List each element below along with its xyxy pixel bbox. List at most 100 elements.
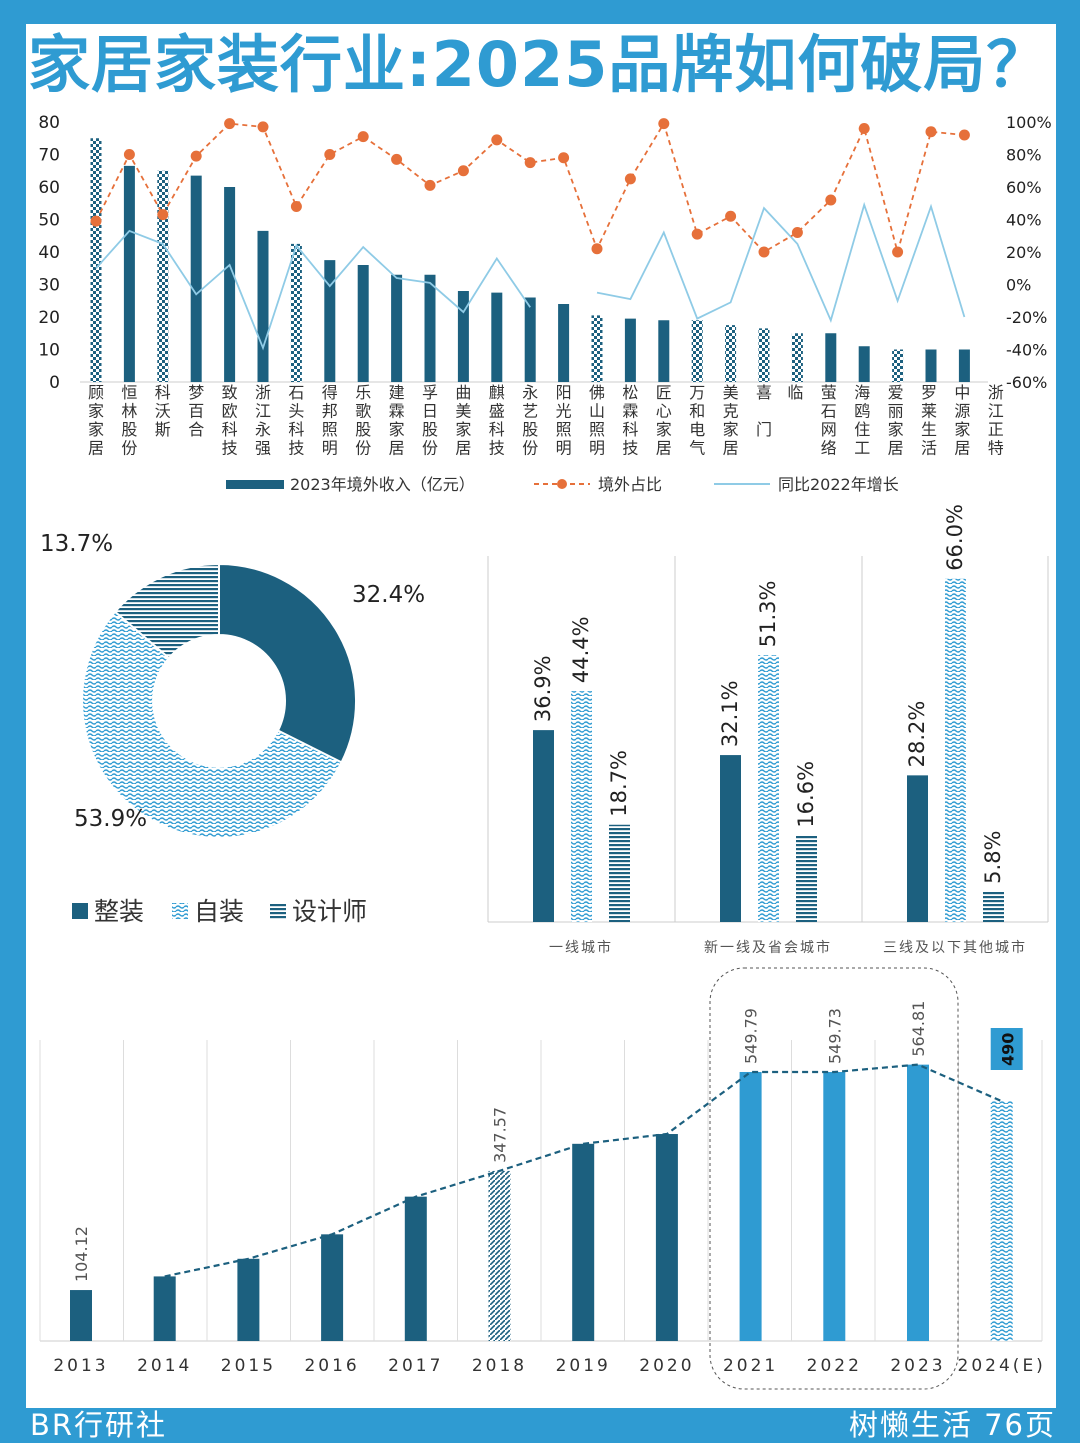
footer-left-brand: BR行研社 [30, 1408, 168, 1442]
share-point [224, 118, 236, 130]
revenue-bar [324, 260, 336, 382]
revenue-bar [558, 304, 570, 382]
revenue-bar [391, 274, 403, 382]
category-label: 曲美家居 [455, 383, 471, 458]
share-point [391, 153, 403, 165]
revenue-bar [892, 349, 904, 382]
legend-growth-label: 同比2022年增长 [778, 475, 899, 494]
share-point [524, 157, 536, 169]
category-label: 阳光照明 [556, 383, 572, 458]
revenue-bar [725, 325, 737, 382]
category-label: 海鸥住工 [854, 383, 870, 458]
revenue-bar [925, 349, 937, 382]
share-point [424, 179, 436, 191]
category-label: 爱丽家居 [888, 383, 904, 458]
share-point [324, 149, 336, 160]
growth-line [95, 201, 966, 351]
category-label: 顾家家居 [88, 383, 104, 458]
category-label: 得邦照明 [322, 383, 338, 458]
category-label: 建霖家居 [389, 383, 405, 458]
page-title: 家居家装行业:2025品牌如何破局？ [28, 28, 1050, 101]
share-point [591, 243, 603, 255]
footer-right-source: 树懒生活 76页 [848, 1408, 1056, 1442]
share-point [658, 118, 670, 130]
category-label: 恒林股份 [121, 383, 137, 458]
y-left-tick: 40 [38, 243, 60, 263]
y-left-tick: 0 [49, 373, 60, 393]
y-right-tick: -60% [1006, 373, 1047, 392]
category-label: 孚日股份 [422, 383, 438, 458]
revenue-bar [758, 328, 770, 382]
revenue-bar [858, 346, 870, 382]
category-label: 美克家居 [723, 383, 739, 458]
revenue-bar [357, 265, 369, 382]
y-left-tick: 70 [38, 146, 60, 166]
revenue-bar [457, 291, 469, 382]
share-point [825, 194, 837, 206]
revenue-bar [791, 333, 803, 382]
legend-revenue-label: 2023年境外收入（亿元） [290, 475, 475, 494]
category-label: 石头科技 [288, 383, 304, 458]
share-point [123, 149, 135, 160]
category-label: 万和电气 [689, 383, 705, 458]
share-point [290, 201, 302, 212]
revenue-bar [224, 187, 236, 382]
share-point [558, 152, 570, 164]
category-label: 乐歌股份 [355, 383, 371, 458]
y-right-tick: 0% [1006, 276, 1031, 295]
category-label: 麒盛科技 [489, 383, 505, 458]
share-point [257, 121, 269, 133]
share-point [958, 129, 970, 141]
revenue-bar [257, 230, 269, 382]
share-point [624, 173, 636, 185]
y-right-tick: 60% [1006, 178, 1042, 197]
category-label: 梦百合 [188, 383, 204, 439]
legend-share-label: 境外占比 [598, 475, 662, 494]
revenue-bar [825, 333, 837, 382]
category-label: 罗莱生活 [921, 383, 937, 458]
category-label: 临 [787, 383, 803, 402]
category-label: 致欧科技 [222, 383, 238, 458]
legend-share-marker [557, 479, 567, 489]
y-left-tick: 20 [38, 308, 60, 328]
share-point [925, 126, 937, 138]
category-label: 浙江永强 [255, 383, 271, 458]
y-right-tick: 20% [1006, 243, 1042, 262]
y-left-tick: 30 [38, 276, 60, 296]
share-point [157, 209, 169, 221]
share-point [491, 134, 503, 146]
y-right-tick: 40% [1006, 211, 1042, 230]
y-left-tick: 50 [38, 211, 60, 231]
share-point [90, 215, 102, 227]
y-left-tick: 80 [38, 113, 60, 133]
share-point [758, 246, 770, 258]
revenue-bar [524, 297, 536, 382]
revenue-bar [290, 243, 302, 382]
category-label: 浙江正特 [988, 383, 1004, 458]
revenue-bar [658, 320, 670, 382]
share-line [95, 121, 965, 256]
share-point [892, 246, 904, 258]
y-right-tick: -40% [1006, 341, 1047, 360]
share-point [858, 123, 870, 134]
category-label: 永艺股份 [522, 383, 538, 458]
revenue-bar [491, 292, 503, 382]
revenue-bar [591, 315, 603, 382]
category-label: 佛山照明 [589, 383, 605, 458]
category-label: 科沃斯 [155, 383, 171, 439]
y-left-tick: 10 [38, 341, 60, 361]
revenue-bar [624, 318, 636, 382]
category-label: 萤石网络 [821, 383, 837, 458]
y-right-tick: 80% [1006, 146, 1042, 165]
share-point [691, 228, 703, 240]
category-label: 匠心家居 [656, 383, 672, 458]
share-point [725, 210, 737, 222]
y-right-tick: -20% [1006, 308, 1047, 327]
share-point [357, 131, 369, 143]
overseas-revenue-chart: 80 70 60 50 40 30 20 10 0 100% 80% 60% 40% 20% 0% -20% -… [38, 113, 1051, 494]
revenue-bar [90, 138, 102, 382]
legend-revenue-swatch [226, 480, 284, 489]
category-label: 松霖科技 [622, 383, 638, 458]
category-label: 喜 门 [756, 383, 772, 439]
share-point [457, 165, 469, 177]
